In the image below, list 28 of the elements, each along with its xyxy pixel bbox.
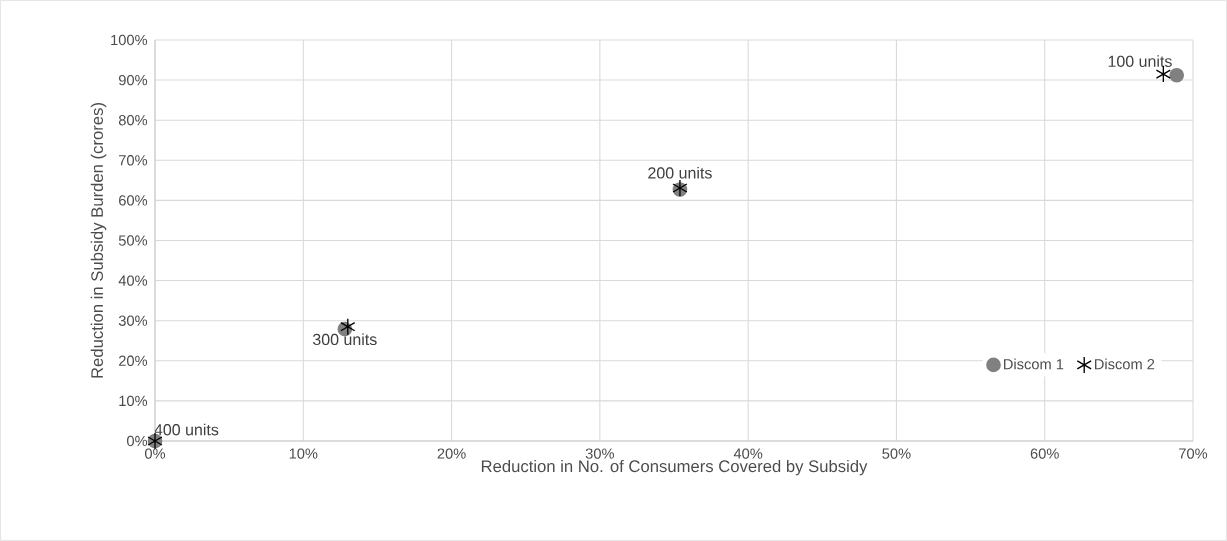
y-tick-label: 50% xyxy=(118,235,148,246)
legend-label: Discom 1 xyxy=(1004,358,1064,370)
x-tick-label: 30% xyxy=(585,448,614,459)
annotation: 100 units xyxy=(1108,55,1172,67)
x-tick-label: 60% xyxy=(1030,448,1059,459)
x-tick-label: 10% xyxy=(289,448,318,459)
x-tick-label: 50% xyxy=(882,448,911,459)
x-tick-label: 70% xyxy=(1179,448,1208,459)
annotation: 300 units xyxy=(312,333,377,346)
legend-label: Discom 2 xyxy=(1095,358,1155,370)
y-tick-label: 40% xyxy=(118,275,148,286)
y-tick-label: 10% xyxy=(119,395,148,407)
y-tick-label: 60% xyxy=(119,195,148,206)
point xyxy=(1169,67,1185,83)
x-tick-label: 0% xyxy=(144,448,166,459)
y-axis-title: Reduction in Subsidy Burden (crores) xyxy=(90,103,107,378)
y-tick-label: 100% xyxy=(111,34,148,46)
y-tick-label: 0% xyxy=(127,435,148,447)
x-axis-title: Reduction in No. of Consumers Covered by Subsidy xyxy=(481,459,868,476)
x-tick-label: 20% xyxy=(437,448,466,459)
annotation: 200 units xyxy=(648,166,712,179)
y-tick-label: 70% xyxy=(119,155,148,166)
x-tick-label: 40% xyxy=(733,448,763,459)
y-tick-label: 80% xyxy=(118,115,148,126)
y-tick-label: 20% xyxy=(119,355,148,366)
y-tick-label: 30% xyxy=(118,315,148,326)
annotation: 400 units xyxy=(154,423,219,436)
y-tick-label: 90% xyxy=(118,74,148,86)
